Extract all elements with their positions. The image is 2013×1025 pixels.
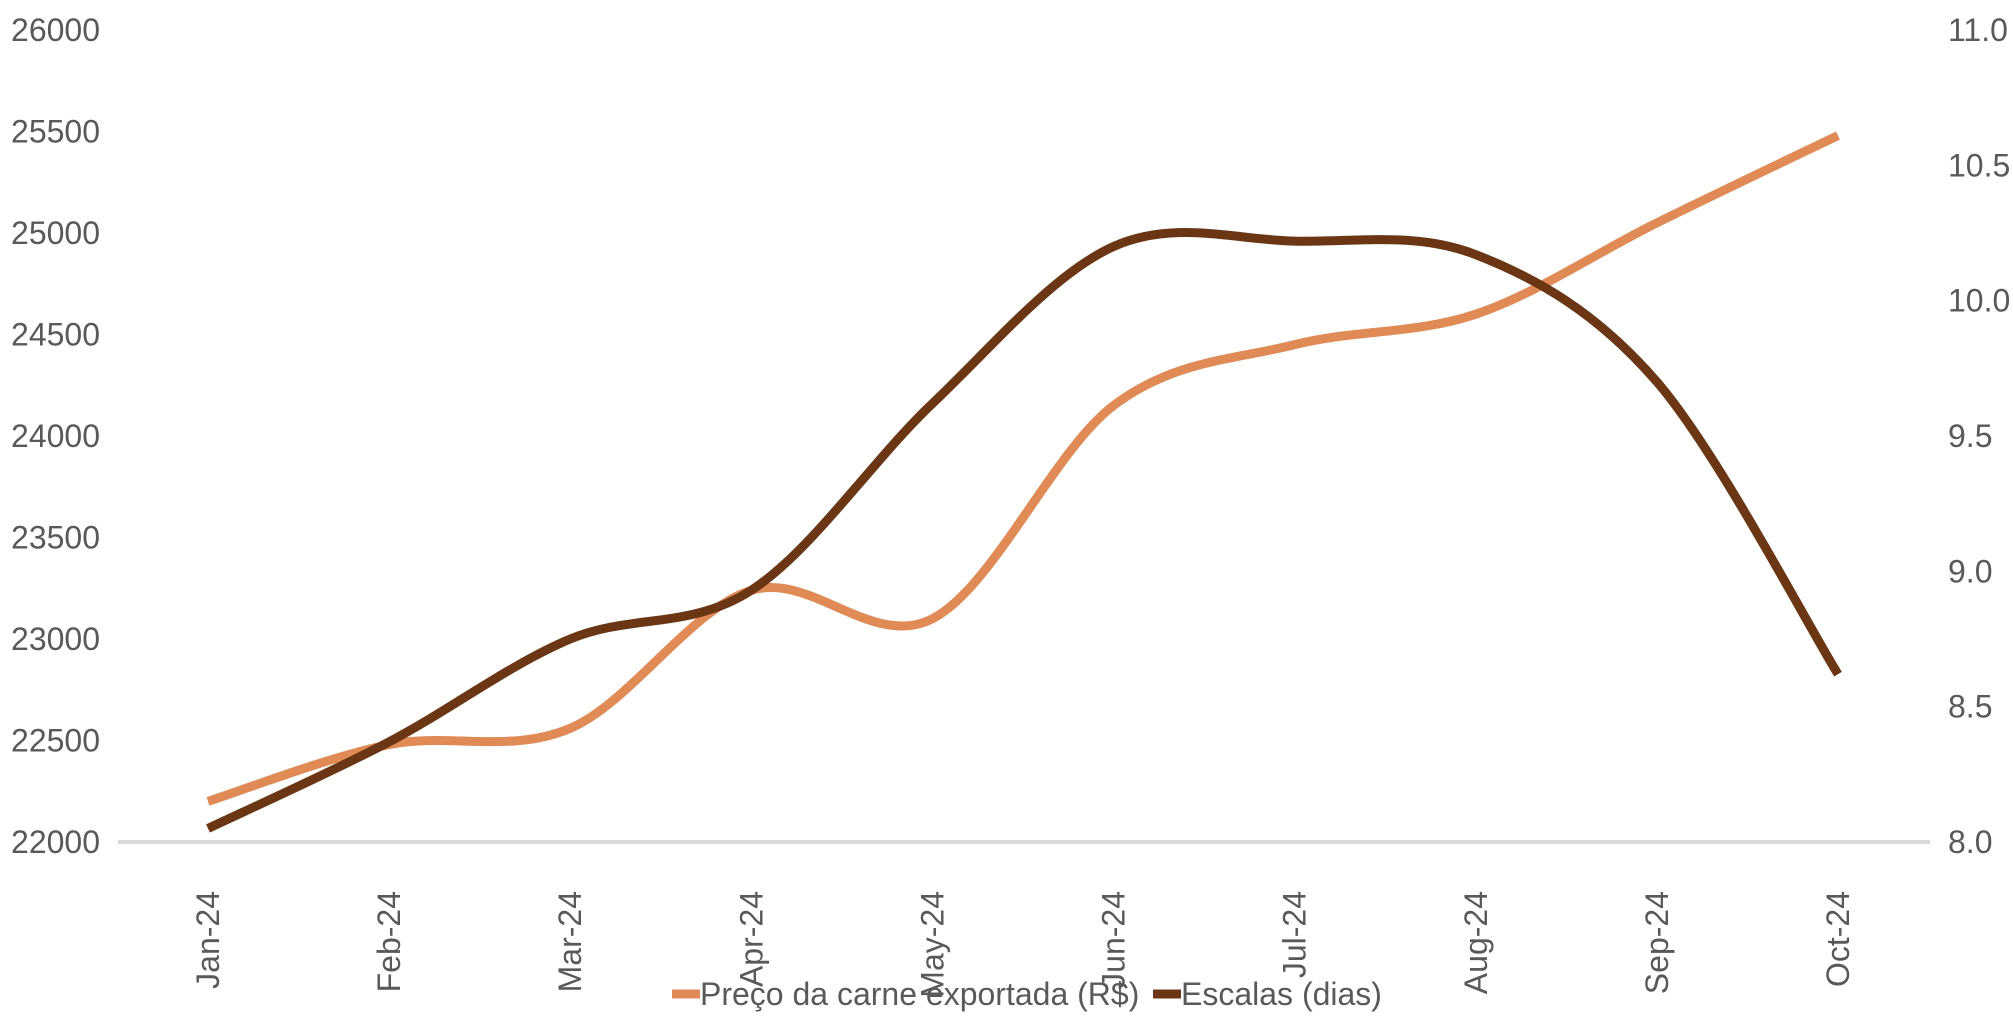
x-tick-label: Feb-24 — [371, 891, 407, 992]
left-tick-label: 24500 — [11, 317, 100, 353]
x-tick-label: Apr-24 — [733, 891, 769, 987]
legend: Preço da carne exportada (R$) Escalas (di… — [672, 976, 1382, 1012]
x-axis-ticks: Jan-24 Feb-24 Mar-24 Apr-24 May-24 Jun-24 Jul-… — [190, 891, 1856, 998]
x-tick-label: Jun-24 — [1096, 891, 1132, 989]
left-tick-label: 23500 — [11, 520, 100, 556]
right-tick-label: 10.5 — [1948, 147, 2010, 183]
x-tick-label: Sep-24 — [1639, 891, 1675, 994]
left-tick-label: 23000 — [11, 621, 100, 657]
left-tick-label: 25000 — [11, 215, 100, 251]
left-tick-label: 24000 — [11, 418, 100, 454]
legend-label-1: Preço da carne exportada (R$) — [700, 976, 1139, 1012]
left-tick-label: 22500 — [11, 723, 100, 759]
x-tick-label: May-24 — [914, 891, 950, 998]
right-tick-label: 11.0 — [1948, 12, 2008, 48]
right-tick-label: 10.0 — [1948, 283, 2010, 319]
left-tick-label: 22000 — [11, 824, 100, 860]
right-tick-label: 9.5 — [1948, 418, 1992, 454]
x-tick-label: Mar-24 — [552, 891, 588, 992]
x-tick-label: Oct-24 — [1820, 891, 1856, 987]
left-tick-label: 25500 — [11, 114, 100, 150]
series-lines — [206, 131, 1842, 833]
right-axis-ticks: 8.0 8.5 9.0 9.5 10.0 10.5 11.0 — [1948, 12, 2010, 860]
legend-label-2: Escalas (dias) — [1181, 976, 1382, 1012]
right-tick-label: 8.5 — [1948, 689, 1992, 725]
left-tick-label: 26000 — [11, 12, 100, 48]
right-tick-label: 8.0 — [1948, 824, 1992, 860]
series-line-2 — [206, 228, 1842, 833]
x-tick-label: Aug-24 — [1458, 891, 1494, 994]
series-line-1 — [206, 131, 1840, 806]
left-axis-ticks: 22000 22500 23000 23500 24000 24500 25000 25500… — [11, 12, 100, 860]
right-tick-label: 9.0 — [1948, 553, 1992, 589]
x-tick-label: Jan-24 — [190, 891, 226, 989]
x-tick-label: Jul-24 — [1277, 891, 1313, 978]
